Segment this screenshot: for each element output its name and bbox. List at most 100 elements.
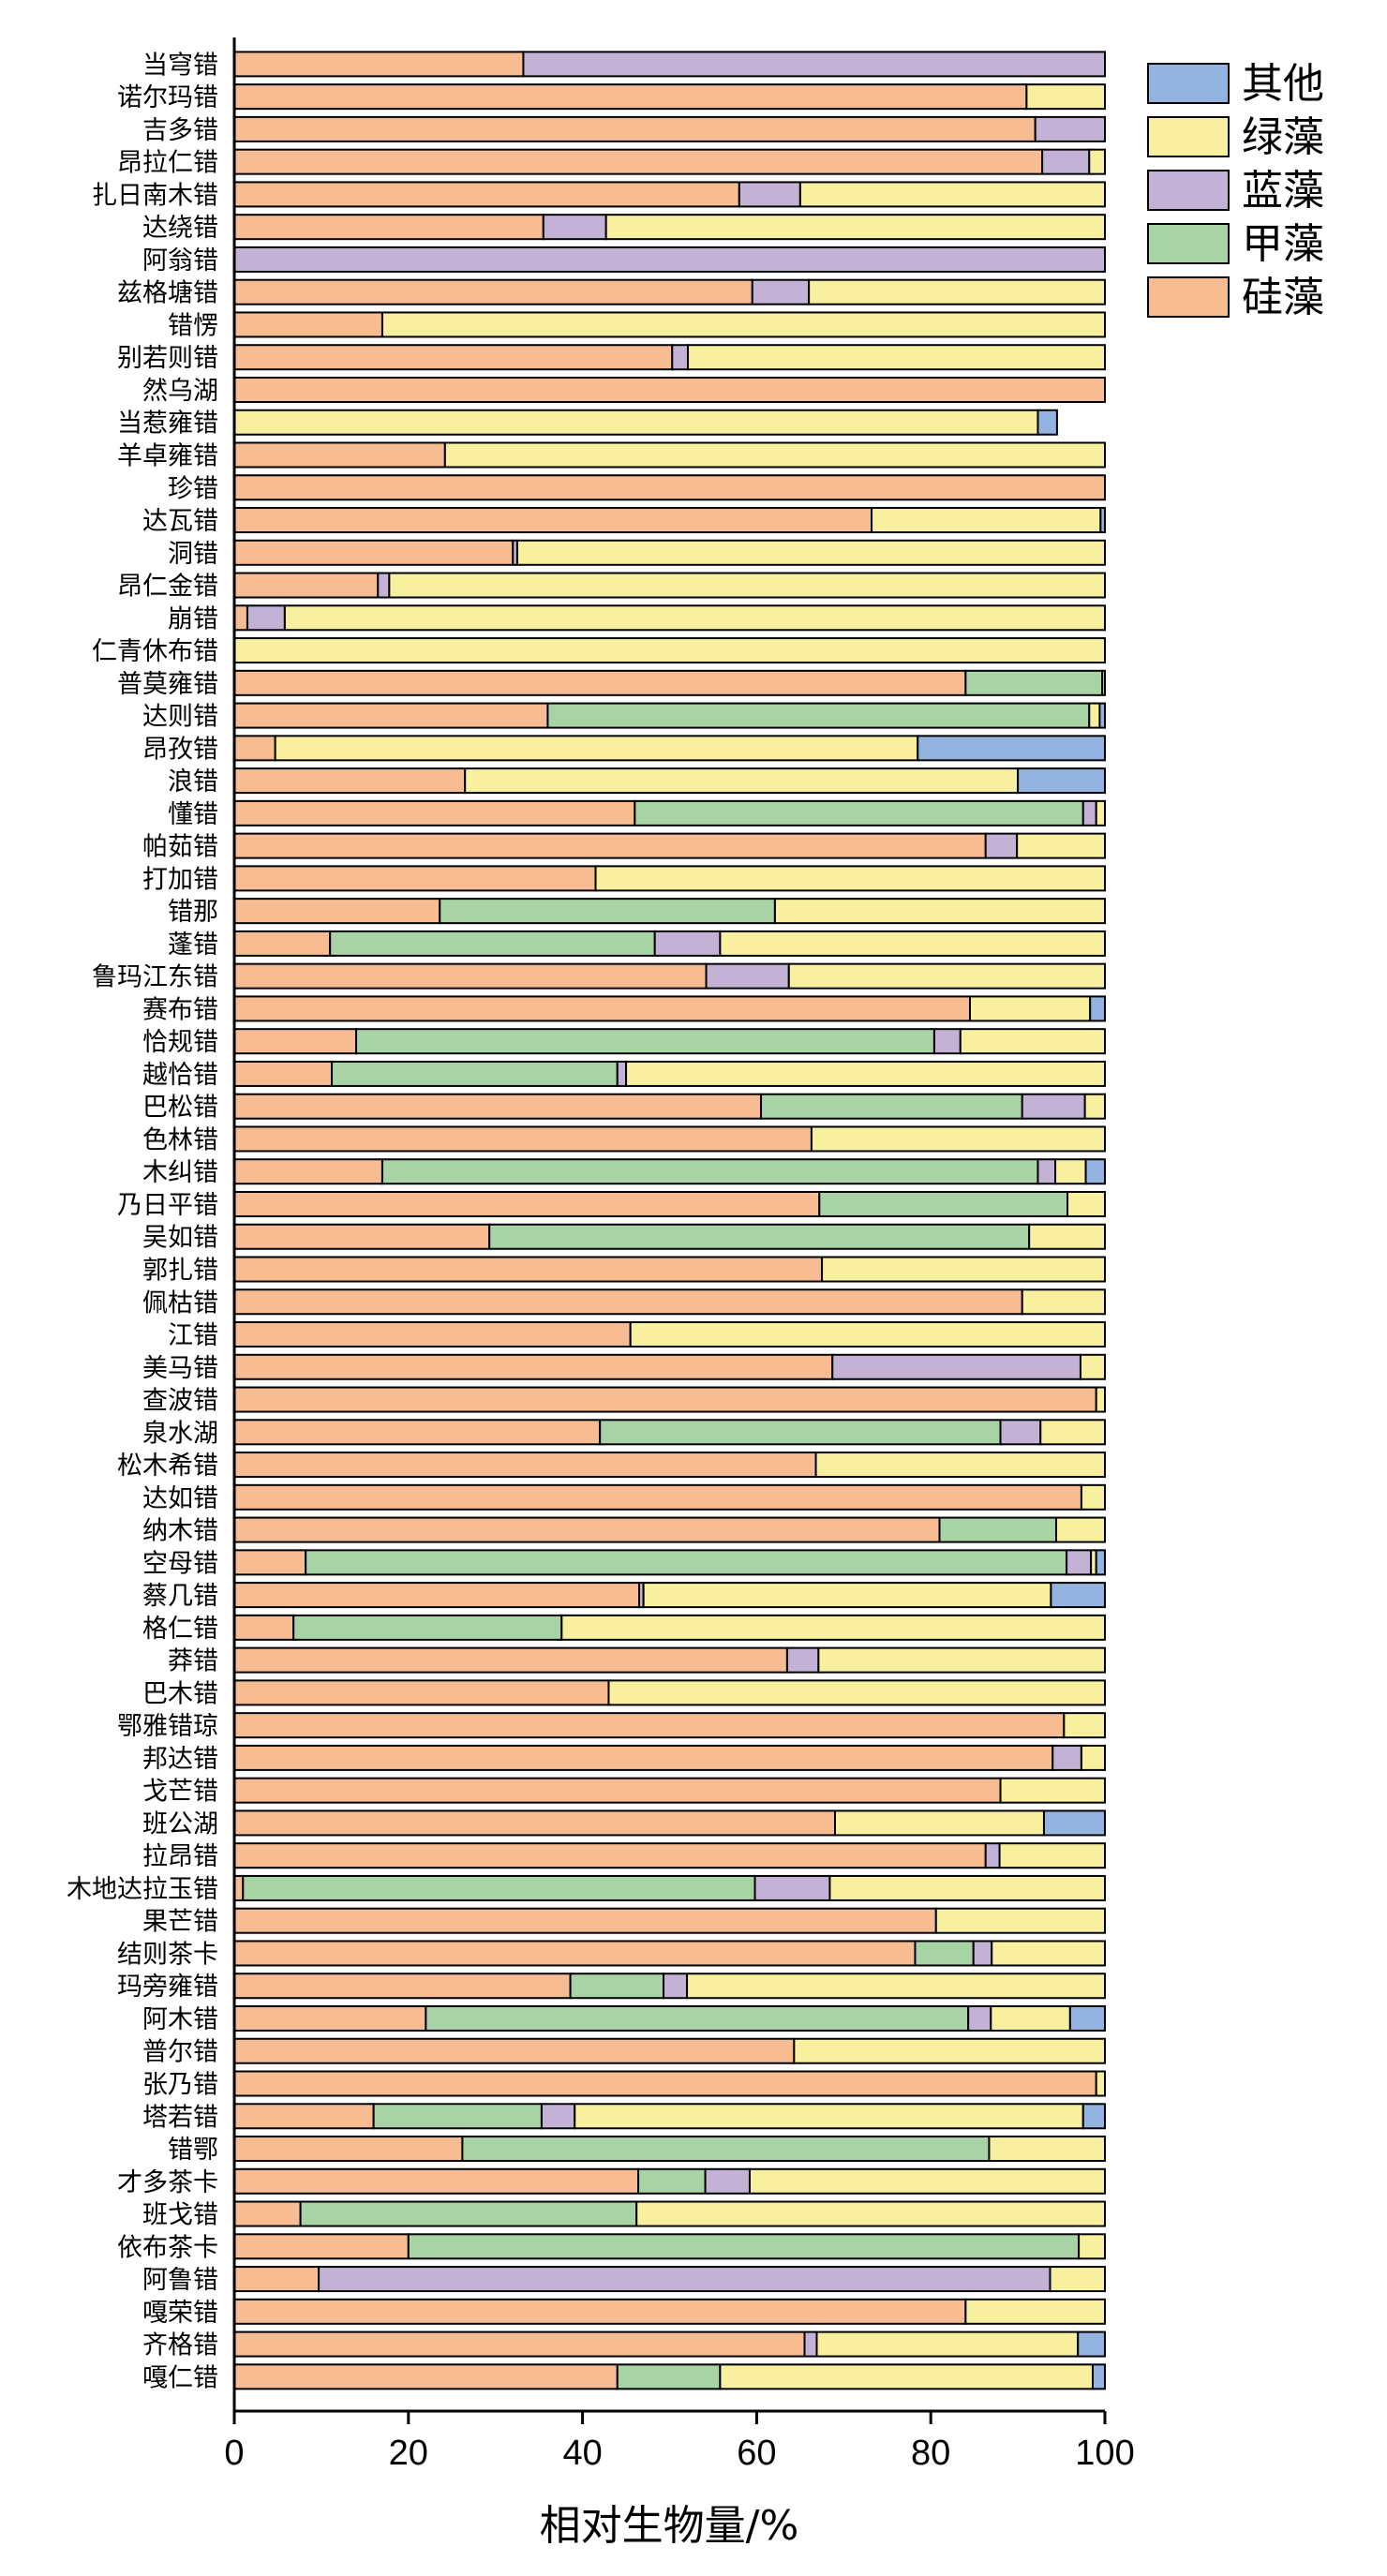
bar-segment <box>1037 1158 1057 1185</box>
bar-segment <box>233 702 549 729</box>
bar-segment <box>594 865 1106 892</box>
bar-segment <box>233 51 525 78</box>
bar-segment <box>233 2233 410 2260</box>
bar-segment <box>233 669 967 696</box>
bar-segment <box>233 311 383 338</box>
category-label: 阿木错 <box>142 2005 218 2034</box>
category-label: 当惹雍错 <box>117 409 218 439</box>
category-label: 达瓦错 <box>142 507 218 536</box>
category-label: 嘎仁错 <box>142 2363 218 2392</box>
bar-segment <box>540 2103 576 2130</box>
legend-swatch <box>1147 223 1230 264</box>
bar-segment <box>233 409 1039 436</box>
bar-segment <box>990 2004 1071 2032</box>
bar-segment <box>464 767 1020 795</box>
bar-segment <box>1088 702 1101 729</box>
category-label: 昂仁金错 <box>117 573 218 602</box>
bar-segment <box>834 1809 1045 1837</box>
category-label: 错那 <box>168 898 218 927</box>
bar-segment <box>1028 1223 1106 1250</box>
category-label: 达如错 <box>142 1484 218 1513</box>
category-label: 然乌湖 <box>142 377 218 406</box>
category-label: 江错 <box>168 1321 218 1350</box>
bar-segment <box>233 1646 788 1674</box>
bar-segment <box>984 1842 1001 1869</box>
bar-segment <box>329 930 656 957</box>
bar-segment <box>1066 1549 1093 1576</box>
bar-segment <box>233 930 332 957</box>
category-label: 拉昂错 <box>142 1842 218 1871</box>
bar-segment <box>233 1190 821 1217</box>
bar-segment <box>671 344 690 371</box>
bar-segment <box>719 2363 1094 2390</box>
category-label: 结则茶卡 <box>117 1940 218 1969</box>
bar-segment <box>233 2103 375 2130</box>
bar-segment <box>748 2167 1107 2195</box>
category-label: 阿翁错 <box>142 246 218 275</box>
category-label: 错愣 <box>168 311 218 340</box>
bar-segment <box>808 278 1106 305</box>
bar-segment <box>917 735 1107 762</box>
bar-segment <box>233 1614 295 1641</box>
legend-swatch <box>1147 276 1230 318</box>
bar-segment <box>233 181 740 208</box>
bar-segment <box>233 1256 824 1283</box>
category-label: 戈芒错 <box>142 1778 218 1807</box>
bar-segment <box>1095 2070 1106 2097</box>
bar-segment <box>233 2004 427 2032</box>
bar-segment <box>546 702 1091 729</box>
category-label: 吴如错 <box>142 1224 218 1253</box>
bar-segment <box>1083 1093 1107 1120</box>
bar-segment <box>233 2330 806 2358</box>
x-tick-label: 0 <box>224 2434 244 2473</box>
bar-segment <box>515 539 1106 566</box>
category-label: 空母错 <box>142 1549 218 1578</box>
x-axis-title: 相对生物量/% <box>540 2502 799 2550</box>
category-label: 巴松错 <box>142 1094 218 1123</box>
bar-segment <box>773 898 1106 925</box>
bar-segment <box>686 1973 1107 2000</box>
bar-segment <box>1021 1288 1106 1316</box>
bar-segment <box>599 1419 1002 1446</box>
bar-segment <box>233 1288 1023 1316</box>
bar-segment <box>522 51 1106 78</box>
bar-segment <box>233 962 708 990</box>
bar-segment <box>831 1353 1081 1380</box>
bar-segment <box>1080 1744 1106 1771</box>
bar-segment <box>1017 767 1106 795</box>
bar-segment <box>233 1419 602 1446</box>
bar-segment <box>233 148 1044 175</box>
bar-segment <box>233 799 636 826</box>
bar-segment <box>233 115 1037 142</box>
bar-segment <box>1066 1190 1106 1217</box>
bar-segment <box>914 1940 975 1967</box>
bar-segment <box>233 1973 572 2000</box>
bar-segment <box>810 1125 1106 1153</box>
bar-segment <box>233 1907 937 1934</box>
bar-segment <box>991 1940 1106 1967</box>
bar-segment <box>233 1679 610 1706</box>
bar-segment <box>233 637 1106 664</box>
bar-segment <box>1099 507 1106 534</box>
bar-segment <box>964 669 1104 696</box>
category-label: 洞错 <box>168 540 218 569</box>
category-label: 木地达拉玉错 <box>67 1875 218 1904</box>
bar-segment <box>1080 1483 1106 1511</box>
bar-segment <box>787 962 1106 990</box>
category-label: 鄂雅错琼 <box>117 1712 218 1741</box>
bar-segment <box>233 735 276 762</box>
bar-segment <box>704 2167 751 2195</box>
bar-segment <box>292 1614 563 1641</box>
bar-segment <box>1095 1386 1106 1413</box>
category-label: 羊卓雍错 <box>117 442 218 471</box>
bar-segment <box>871 507 1102 534</box>
bar-segment <box>967 2004 992 2032</box>
bar-segment <box>355 1028 935 1055</box>
bar-segment <box>233 1321 632 1348</box>
bar-segment <box>542 214 607 241</box>
bar-segment <box>233 1386 1097 1413</box>
bar-segment <box>828 1874 1106 1901</box>
bar-segment <box>972 1940 993 1967</box>
bar-segment <box>246 604 286 632</box>
category-label: 蓬错 <box>168 931 218 960</box>
